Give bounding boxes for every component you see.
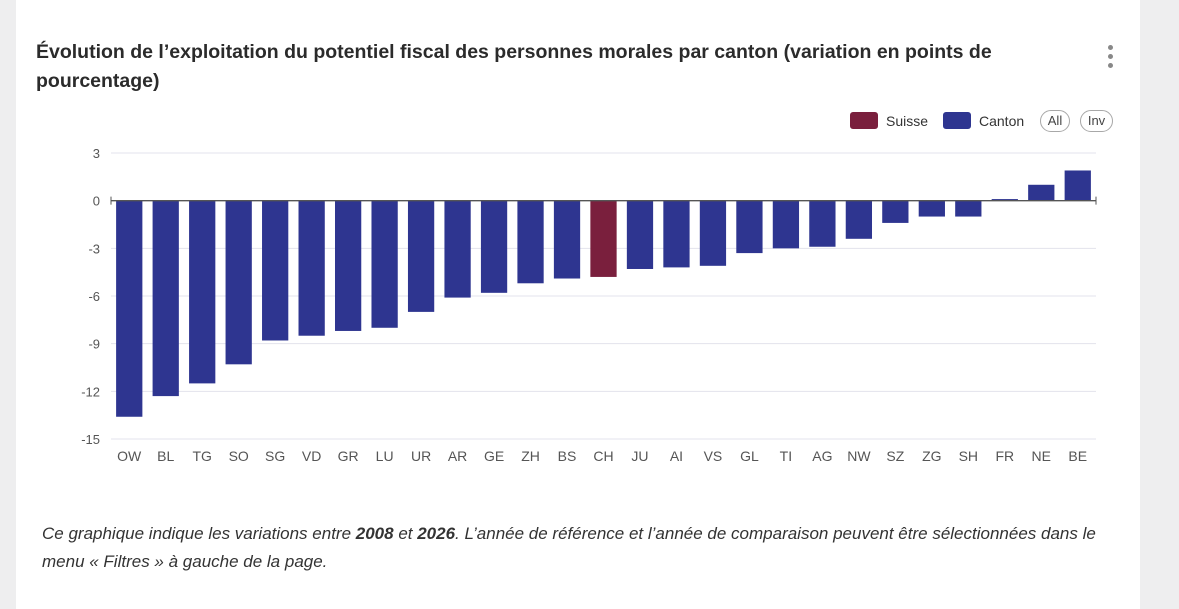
y-tick-label: 0 [93,194,100,209]
more-options-icon[interactable] [1105,44,1115,70]
x-tick-label: AI [670,448,683,464]
bar-vs[interactable] [699,200,727,266]
x-tick-label: VS [704,448,723,464]
chart-footnote: Ce graphique indique les variations entr… [42,520,1132,576]
bar-ai[interactable] [663,200,690,268]
bar-zg[interactable] [918,200,945,217]
bar-so[interactable] [225,200,252,365]
legend-invert-button[interactable]: Inv [1080,110,1113,132]
bar-chart: 3 0 -3 -6 -9 -12 -15 OW BL TG SO SG VD GR LU UR AR GE ZH BS… [81,146,1097,464]
x-tick-label: SH [959,448,978,464]
x-tick-label: AR [448,448,467,464]
bar-ge[interactable] [480,200,508,293]
bar-ar[interactable] [444,200,471,298]
x-tick-label: LU [376,448,394,464]
x-tick-label: BE [1068,448,1087,464]
footnote-text-2: et [393,524,418,543]
bar-ur[interactable] [407,200,435,312]
chart-title: Évolution de l’exploitation du potentiel… [36,41,992,92]
bar-ow[interactable] [116,200,143,417]
x-tick-label: CH [593,448,613,464]
bar-nw[interactable] [845,200,873,239]
footnote-year-from: 2008 [355,524,394,543]
bar-zh[interactable] [517,200,544,284]
x-tick-label: GE [484,448,504,464]
y-tick-label: -12 [81,384,100,399]
legend-item-canton[interactable]: Canton [943,112,1024,129]
bar-ne[interactable] [1028,184,1055,201]
legend-item-suisse[interactable]: Suisse [850,112,928,129]
x-tick-label: TG [192,448,211,464]
bar-gl[interactable] [736,200,763,254]
bar-lu[interactable] [371,200,398,328]
x-tick-label: SG [265,448,285,464]
bar-layer [116,170,1091,417]
grid-layer [111,152,1096,440]
footnote-year-to: 2026 [417,524,456,543]
bar-sz[interactable] [882,200,909,223]
x-tick-label: SO [229,448,249,464]
bar-tg[interactable] [189,200,216,384]
x-tick-label: ZG [922,448,941,464]
y-tick-label: -6 [88,289,100,304]
x-tick-label: FR [995,448,1014,464]
legend-swatch-canton [943,112,971,129]
bar-sh[interactable] [955,200,982,217]
bar-gr[interactable] [334,200,362,331]
bar-bl[interactable] [152,200,179,397]
x-tick-label: NE [1032,448,1051,464]
legend: Suisse Canton All Inv [16,110,1140,134]
x-tick-label: BL [157,448,174,464]
x-tick-label: SZ [886,448,904,464]
x-tick-label: NW [847,448,871,464]
chart-card: Évolution de l’exploitation du potentiel… [16,0,1140,609]
y-tick-label: -15 [81,432,100,447]
bar-ti[interactable] [772,200,800,249]
legend-all-button[interactable]: All [1040,110,1070,132]
footnote-text-1: Ce graphique indique les variations entr… [42,524,356,543]
y-tick-label: 3 [93,146,100,161]
bar-sg[interactable] [262,200,289,341]
label-layer: 3 0 -3 -6 -9 -12 -15 OW BL TG SO SG VD GR LU UR AR GE ZH BS… [81,146,1097,464]
bar-vd[interactable] [298,200,325,336]
x-tick-label: GL [740,448,759,464]
legend-label-canton: Canton [979,112,1025,129]
x-tick-label: OW [117,448,142,464]
footnote-text-3: . L’année de référence et l’année de com… [42,524,1096,571]
x-tick-label: GR [338,448,359,464]
bar-bs[interactable] [553,200,581,279]
y-tick-label: -9 [88,337,100,352]
y-tick-label: -3 [88,241,100,256]
x-tick-label: AG [812,448,832,464]
bar-ag[interactable] [809,200,836,247]
bar-ju[interactable] [626,200,654,269]
x-tick-label: UR [411,448,431,464]
x-tick-label: BS [558,448,577,464]
x-tick-label: ZH [521,448,540,464]
bar-be[interactable] [1064,170,1091,201]
x-tick-label: TI [780,448,792,464]
legend-swatch-suisse [850,112,878,129]
bar-ch[interactable] [590,200,617,277]
bar-fr[interactable] [991,199,1018,201]
x-tick-label: JU [631,448,648,464]
legend-label-suisse: Suisse [886,112,929,129]
x-tick-label: VD [302,448,321,464]
